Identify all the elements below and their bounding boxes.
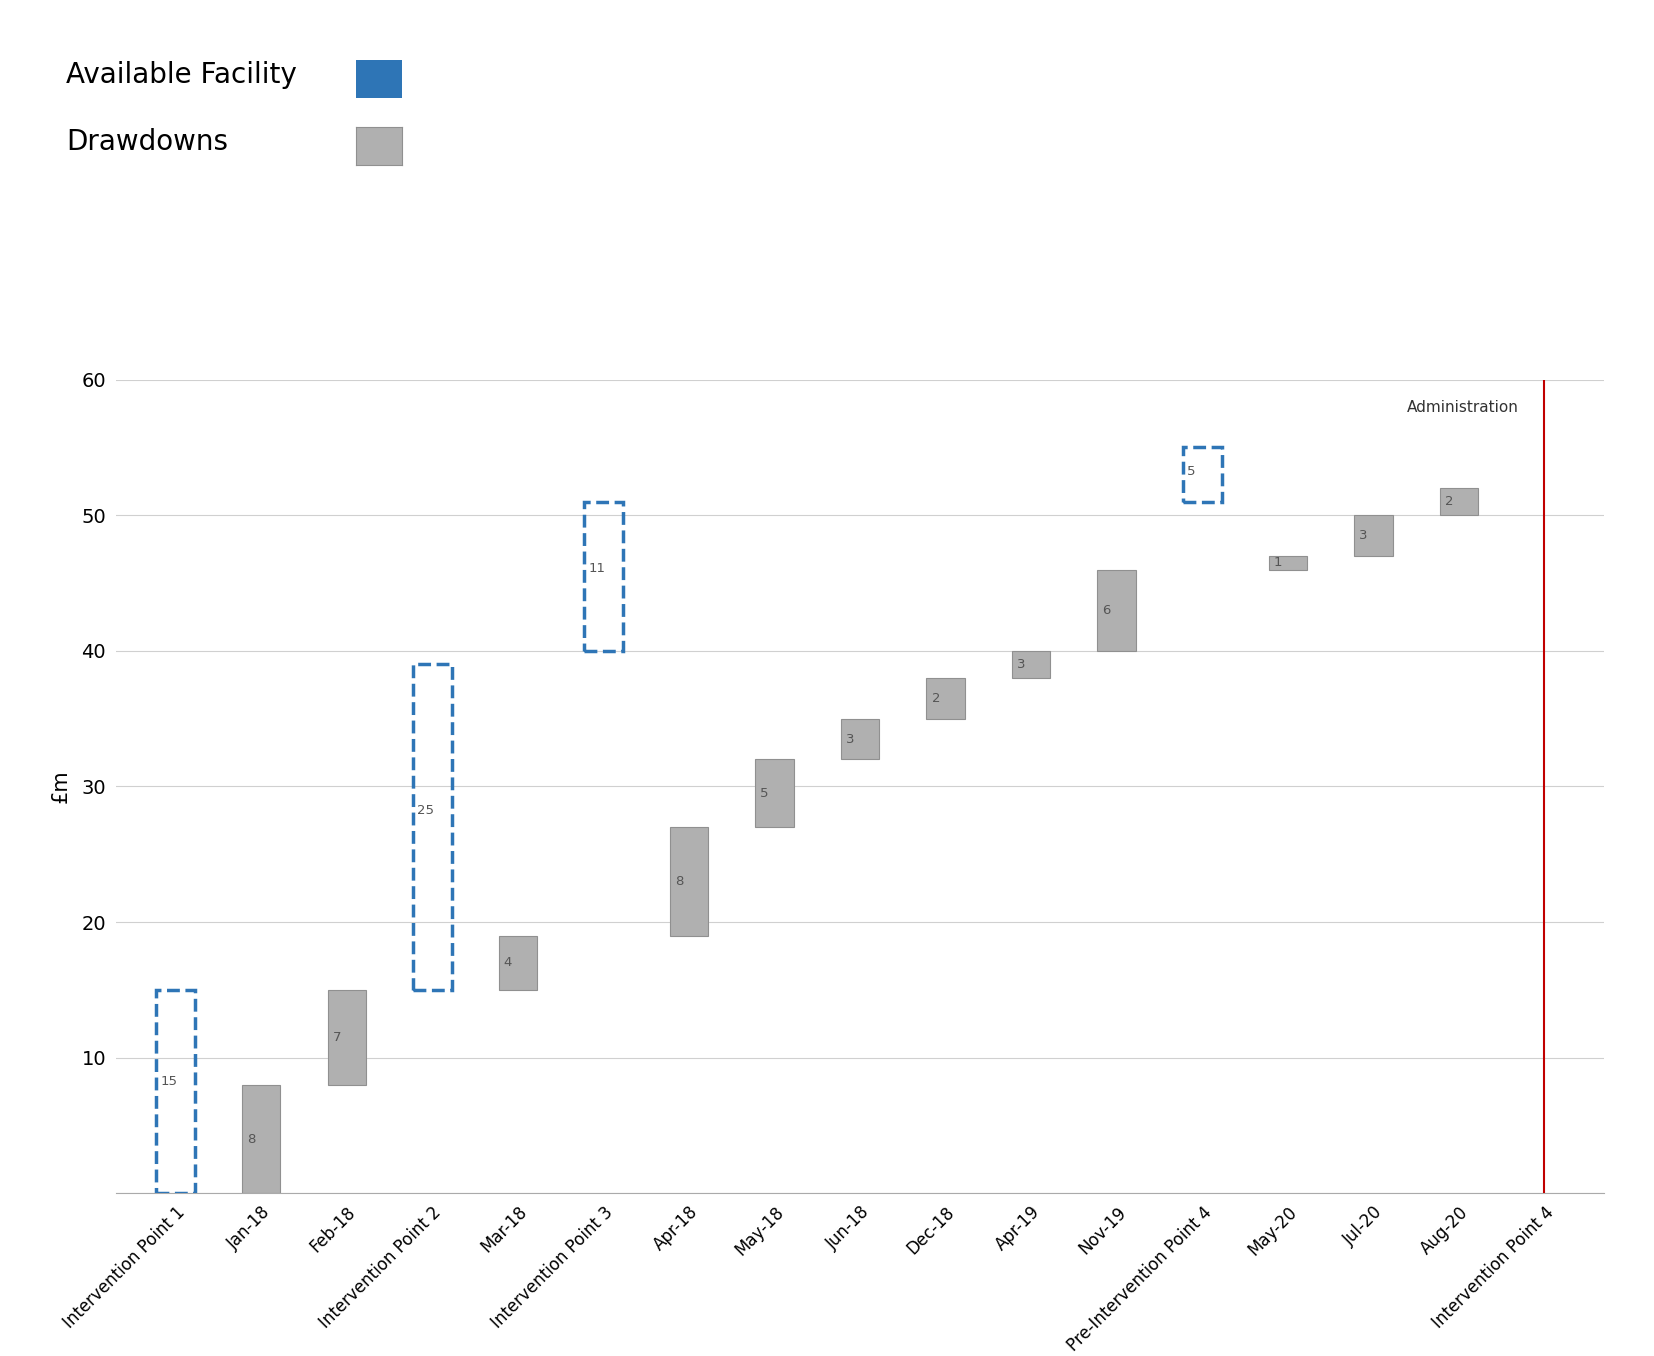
Text: 11: 11 bbox=[589, 563, 605, 575]
Text: 15: 15 bbox=[160, 1075, 177, 1088]
Bar bbox=[1012, 651, 1050, 678]
Bar bbox=[157, 990, 195, 1193]
Bar bbox=[584, 502, 622, 651]
Text: 25: 25 bbox=[417, 804, 435, 818]
Text: 8: 8 bbox=[675, 875, 683, 888]
Text: 3: 3 bbox=[845, 732, 855, 746]
Bar bbox=[756, 759, 794, 827]
Bar bbox=[1355, 515, 1393, 556]
Text: 6: 6 bbox=[1103, 603, 1111, 617]
Bar bbox=[1439, 488, 1479, 515]
Bar bbox=[241, 1085, 281, 1193]
Text: Available Facility: Available Facility bbox=[66, 61, 298, 88]
Bar bbox=[1183, 447, 1222, 502]
Text: 5: 5 bbox=[1188, 465, 1196, 479]
Text: 3: 3 bbox=[1017, 658, 1025, 671]
Text: 5: 5 bbox=[761, 786, 769, 800]
Text: Drawdowns: Drawdowns bbox=[66, 129, 228, 156]
Text: Administration: Administration bbox=[1408, 400, 1518, 415]
Text: 7: 7 bbox=[332, 1031, 341, 1044]
Bar bbox=[1269, 556, 1307, 570]
Bar bbox=[327, 990, 366, 1085]
Text: 8: 8 bbox=[246, 1132, 255, 1146]
Bar bbox=[840, 719, 880, 759]
Text: 2: 2 bbox=[1446, 495, 1454, 508]
Text: 3: 3 bbox=[1360, 529, 1368, 542]
Text: 4: 4 bbox=[504, 956, 513, 970]
Text: 2: 2 bbox=[931, 692, 939, 705]
Bar bbox=[1098, 570, 1136, 651]
Bar bbox=[926, 678, 964, 719]
Text: 1: 1 bbox=[1274, 556, 1282, 570]
Bar bbox=[414, 664, 452, 990]
Bar bbox=[498, 936, 538, 990]
Y-axis label: £m: £m bbox=[50, 770, 69, 803]
Bar bbox=[670, 827, 708, 936]
